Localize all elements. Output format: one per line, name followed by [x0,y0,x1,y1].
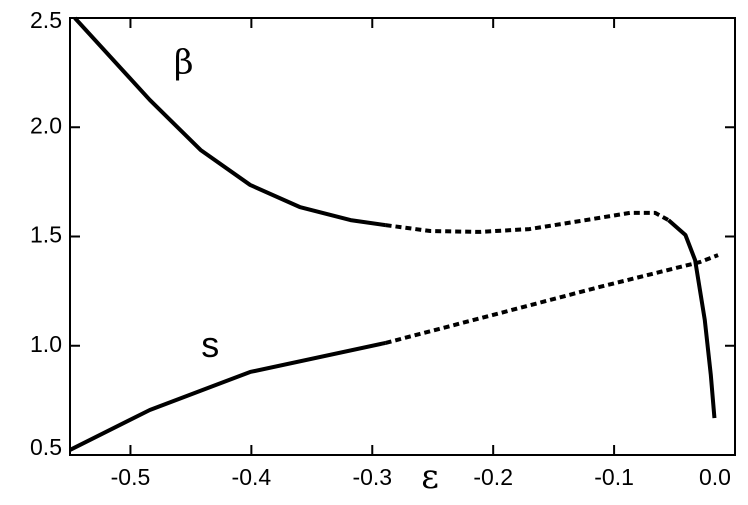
line-series [69,340,386,452]
x-axis-label: ε [421,457,439,497]
plot-frame [69,17,736,456]
line-series [385,253,719,345]
x-tick-label: -0.2 [473,464,513,490]
line-series [73,16,386,228]
line-series [667,218,717,419]
x-tick-label: -0.4 [232,464,272,490]
x-tick-label: -0.5 [111,464,151,490]
y-tick-label: 1.0 [30,331,62,357]
annotation: s [201,324,219,365]
y-tick-label: 2.0 [30,112,62,138]
y-tick-label: 0.5 [30,434,62,460]
y-tick-label: 2.5 [30,7,62,33]
x-tick-label: 0.0 [699,464,731,490]
annotation: β [174,43,194,83]
line-series [385,210,670,234]
y-tick-label: 1.5 [30,222,62,248]
x-tick-label: -0.1 [594,464,634,490]
x-tick-label: -0.3 [352,464,392,490]
